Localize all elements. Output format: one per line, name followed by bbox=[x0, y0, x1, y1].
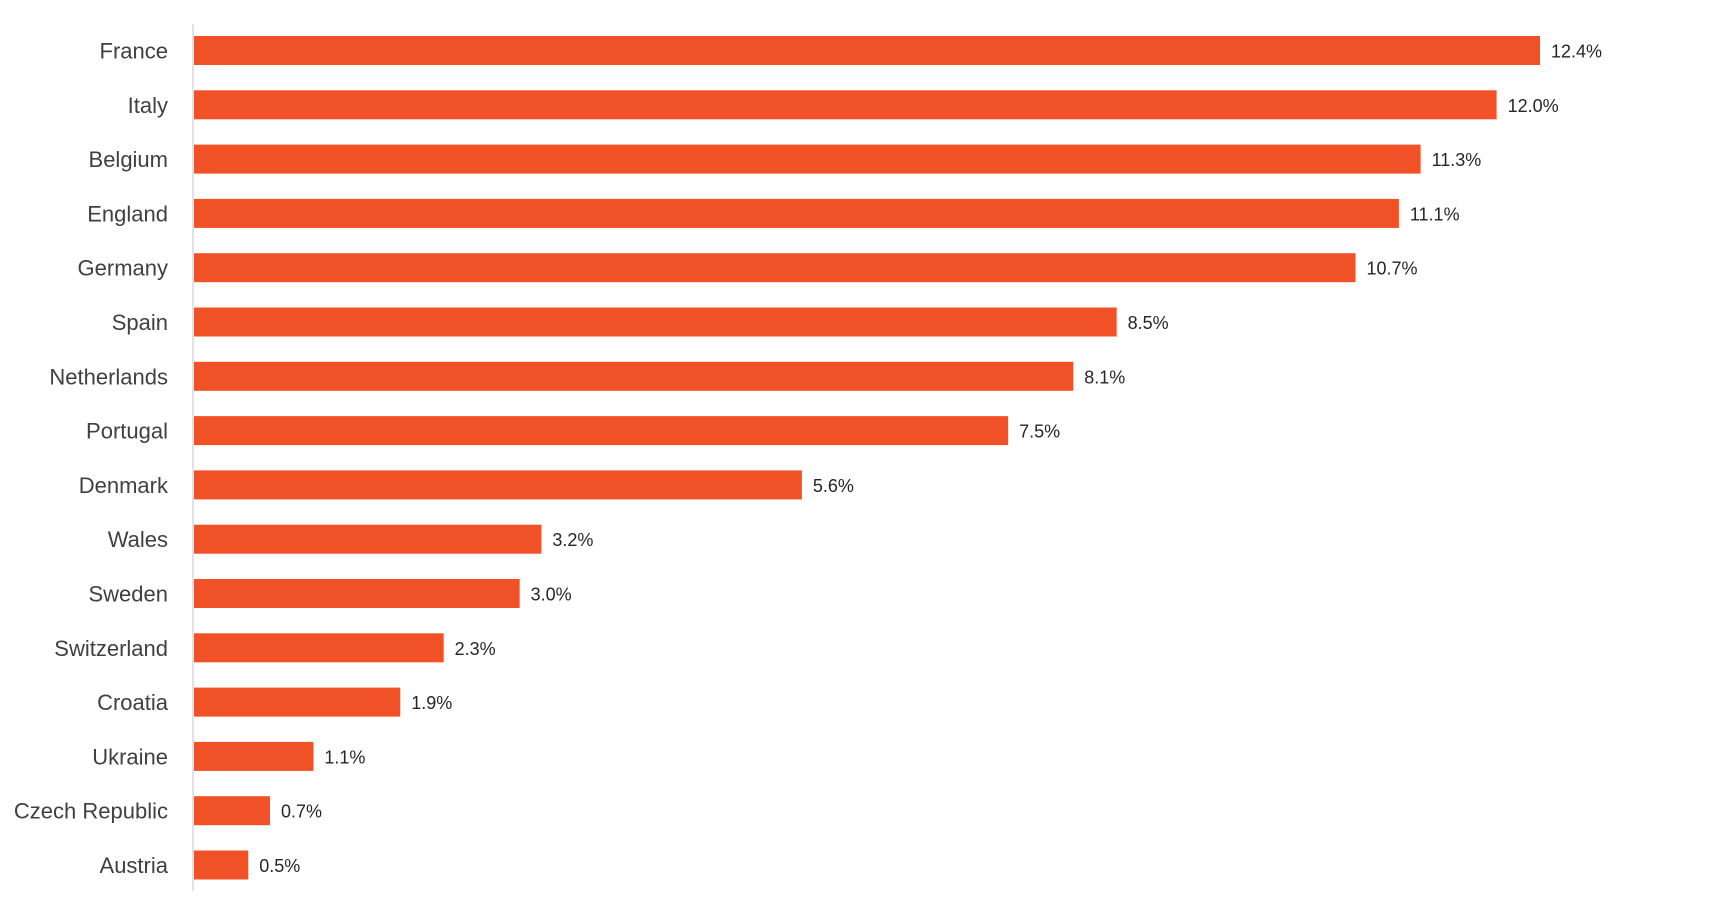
data-label: 3.2% bbox=[552, 530, 593, 550]
data-label: 1.1% bbox=[324, 747, 365, 767]
data-label: 0.7% bbox=[281, 802, 322, 822]
bar-belgium bbox=[194, 144, 1421, 174]
bar-germany bbox=[194, 253, 1356, 283]
bar-wales bbox=[194, 524, 542, 554]
data-label: 8.5% bbox=[1128, 313, 1169, 333]
category-label: Croatia bbox=[97, 690, 169, 715]
data-label: 12.0% bbox=[1508, 96, 1559, 116]
category-label: Switzerland bbox=[54, 636, 168, 661]
category-label: Netherlands bbox=[49, 364, 168, 389]
bar-denmark bbox=[194, 470, 802, 500]
category-label: Germany bbox=[78, 256, 168, 281]
bar-sweden bbox=[194, 579, 520, 608]
category-label: Spain bbox=[112, 310, 168, 335]
data-label: 1.9% bbox=[411, 693, 452, 713]
category-label: Italy bbox=[128, 93, 168, 118]
bar-portugal bbox=[194, 416, 1009, 446]
bar-austria bbox=[194, 850, 249, 880]
data-label: 3.0% bbox=[531, 585, 572, 605]
bar-switzerland bbox=[194, 633, 444, 663]
data-label: 5.6% bbox=[813, 476, 854, 496]
data-label: 8.1% bbox=[1084, 367, 1125, 387]
data-label: 2.3% bbox=[455, 639, 496, 659]
data-label: 0.5% bbox=[259, 856, 300, 876]
bar-netherlands bbox=[194, 361, 1074, 391]
data-label: 12.4% bbox=[1551, 42, 1602, 62]
bar-italy bbox=[194, 90, 1497, 120]
category-label: England bbox=[87, 201, 168, 226]
data-label: 11.3% bbox=[1432, 150, 1482, 170]
bar-croatia bbox=[194, 687, 401, 717]
bar-ukraine bbox=[194, 741, 314, 771]
data-label: 10.7% bbox=[1366, 259, 1417, 279]
category-label: Austria bbox=[100, 853, 169, 878]
category-label: Denmark bbox=[79, 473, 169, 498]
category-label: France bbox=[100, 39, 168, 64]
category-label: Czech Republic bbox=[14, 799, 168, 824]
bar-france bbox=[194, 36, 1540, 65]
bar-spain bbox=[194, 307, 1117, 337]
data-label: 11.1% bbox=[1410, 204, 1460, 224]
category-label: Ukraine bbox=[92, 744, 168, 769]
category-label: Sweden bbox=[88, 582, 168, 607]
category-label: Belgium bbox=[89, 147, 168, 172]
category-label: Wales bbox=[108, 527, 168, 552]
bar-czech-republic bbox=[194, 796, 270, 826]
category-label: Portugal bbox=[86, 419, 168, 444]
data-label: 7.5% bbox=[1019, 422, 1060, 442]
bar-england bbox=[194, 198, 1399, 228]
